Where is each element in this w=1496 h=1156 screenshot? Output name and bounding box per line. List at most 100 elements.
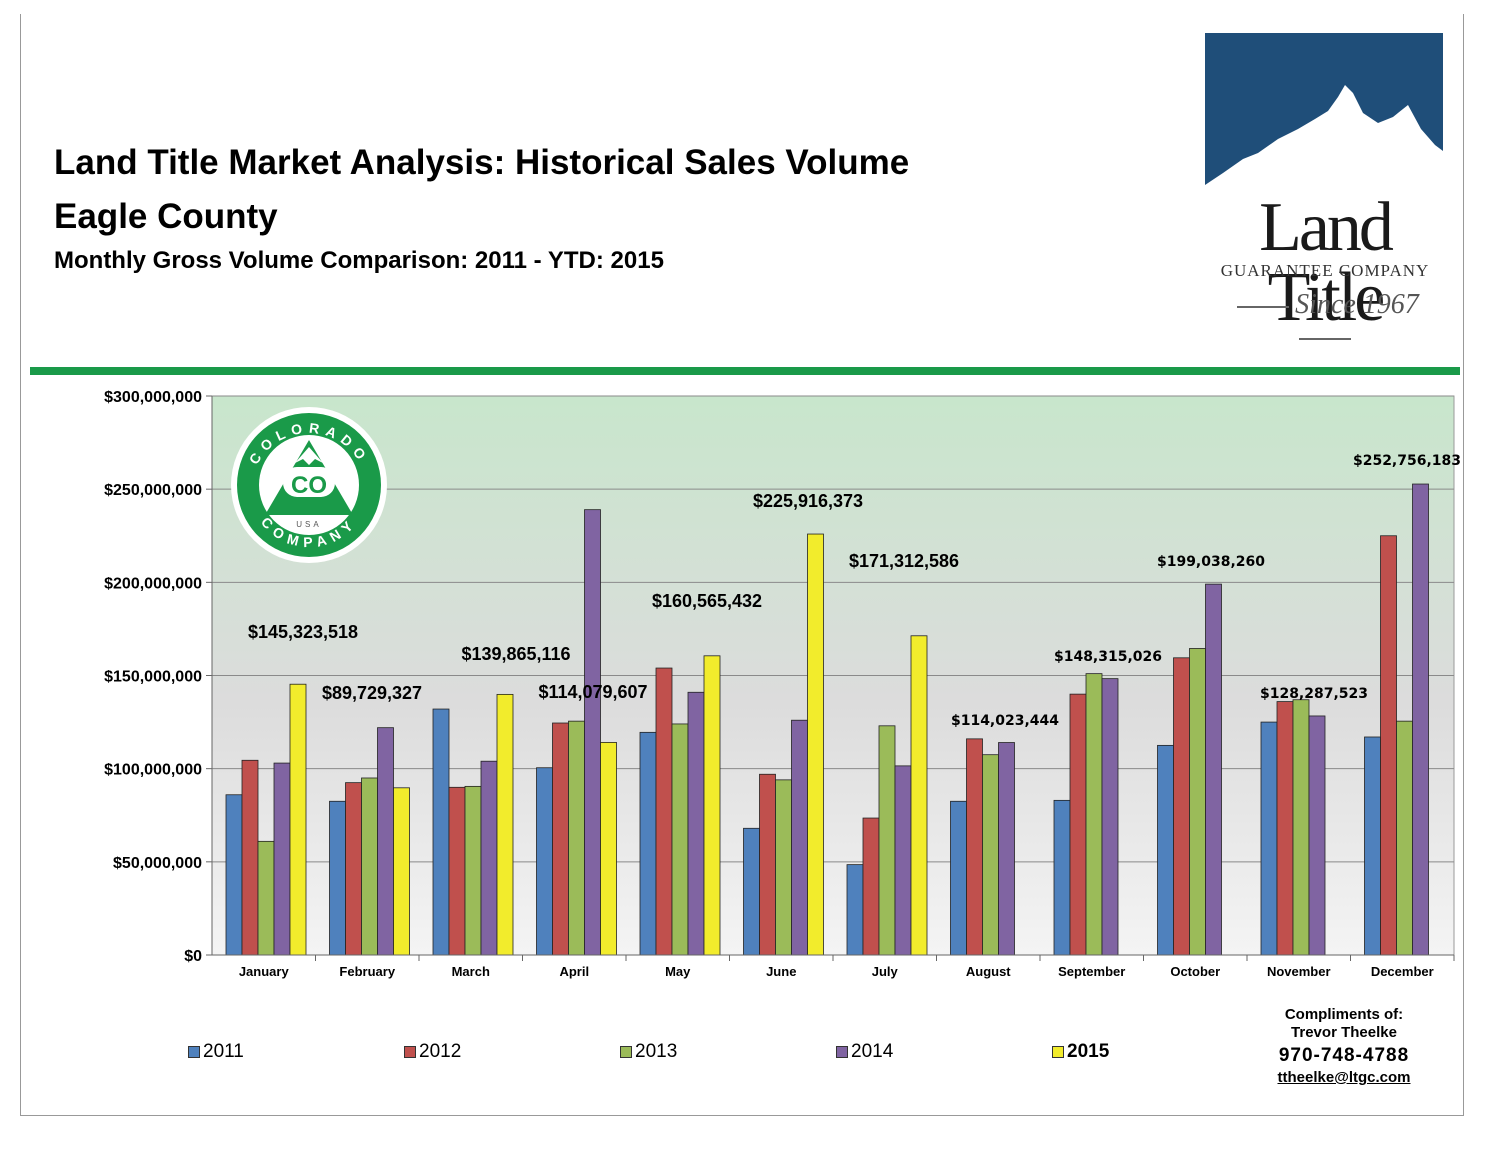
page-subtitle: Monthly Gross Volume Comparison: 2011 - … [54, 247, 664, 274]
bar-2013-january [257, 840, 275, 956]
y-tick-label: $300,000,000 [104, 389, 202, 406]
gridlines [212, 395, 1454, 863]
x-tick-label: August [966, 964, 1011, 979]
bar-2012-january [241, 759, 259, 956]
x-tick-label: October [1170, 964, 1220, 979]
bar-2011-june [743, 827, 760, 956]
legend-swatch-2013 [620, 1046, 632, 1058]
colorado-company-badge: CO USA COLORADO COMPANY [231, 407, 387, 563]
bar-2012-april [552, 722, 569, 956]
bar-2012-october [1173, 657, 1190, 956]
bar-2014-june [791, 719, 808, 956]
bar-2014-november [1308, 715, 1326, 956]
bar-2015-february [393, 787, 410, 956]
legend-item-2014: 2014 [836, 1041, 893, 1063]
bar-2011-december [1364, 736, 1381, 956]
y-tick-label: $200,000,000 [104, 575, 202, 592]
bar-2014-march [480, 760, 498, 956]
bar-2011-august [950, 800, 967, 956]
bar-2011-october [1157, 744, 1174, 956]
x-tick-label: March [452, 964, 490, 979]
legend-label-2015: 2015 [1067, 1041, 1110, 1062]
bar-2014-may [687, 691, 705, 956]
y-tick-label: $100,000,000 [104, 762, 202, 779]
x-tick-label: February [339, 964, 395, 979]
bar-2011-november [1260, 721, 1278, 956]
legend-swatch-2015 [1052, 1046, 1064, 1058]
compliments-phone: 970-748-4788 [1278, 1045, 1410, 1066]
bar-2013-april [568, 720, 585, 956]
bar-2013-march [464, 785, 482, 956]
bar-2012-june [759, 773, 776, 956]
bar-2012-august [966, 738, 983, 956]
bar-2014-february [377, 727, 394, 956]
legend-label-2014: 2014 [851, 1041, 894, 1062]
bar-2011-january [225, 794, 243, 956]
bar-2011-march [432, 708, 450, 956]
legend-item-2012: 2012 [404, 1041, 461, 1063]
data-label-january: $145,323,518 [248, 622, 358, 642]
x-tick-label: April [559, 964, 589, 979]
legend-swatch-2012 [404, 1046, 416, 1058]
mountain-logo-icon [1205, 33, 1443, 193]
data-label-march: $139,865,116 [461, 644, 570, 664]
bar-2012-may [655, 667, 673, 956]
data-label-july: $171,312,586 [849, 551, 959, 571]
bars [225, 483, 1429, 956]
bar-2012-february [345, 782, 362, 956]
bar-2015-april [600, 742, 617, 956]
x-tick-label: November [1267, 964, 1331, 979]
bar-2015-march [496, 693, 514, 956]
badge-center-text: CO [291, 472, 327, 499]
bar-2013-july [878, 725, 896, 956]
bar-2012-september [1069, 693, 1087, 956]
bar-2011-may [639, 731, 657, 956]
data-label-june: $225,916,373 [753, 491, 863, 511]
y-tick-label: $150,000,000 [104, 669, 202, 686]
badge-middle-text: USA [296, 520, 321, 529]
y-axis: $0 $50,000,000 $100,000,000 $150,000,000 $20… [104, 389, 213, 965]
bar-2014-august [998, 742, 1015, 956]
data-label-december: $252,756,183 [1353, 453, 1461, 469]
compliments-email[interactable]: ttheelke@ltgc.com [1277, 1069, 1411, 1086]
land-title-logo: Land Title GUARANTEE COMPANY Since 1967 [1203, 33, 1447, 333]
bar-2015-june [807, 533, 824, 956]
compliments-label: Compliments of: [1284, 1006, 1404, 1023]
bar-2011-july [846, 864, 864, 956]
green-divider [30, 367, 1460, 375]
bar-2011-september [1053, 799, 1071, 956]
bar-2012-march [448, 786, 466, 956]
y-tick-label: $250,000,000 [104, 482, 202, 499]
bar-2014-october [1205, 583, 1222, 956]
x-tick-label: January [239, 964, 290, 979]
legend-label-2011: 2011 [203, 1041, 244, 1062]
legend-swatch-2014 [836, 1046, 848, 1058]
data-label-september: $148,315,026 [1054, 649, 1162, 665]
x-tick-label: May [665, 964, 691, 979]
title-block: Land Title Market Analysis: Historical S… [54, 136, 909, 278]
bar-2014-september [1101, 678, 1119, 956]
bar-2014-april [584, 509, 601, 956]
data-label-october: $199,038,260 [1157, 554, 1265, 570]
legend-item-2013: 2013 [620, 1041, 677, 1063]
x-tick-label: September [1058, 964, 1125, 979]
page-title-county: Eagle County [54, 197, 278, 236]
compliments-name: Trevor Theelke [1291, 1024, 1397, 1041]
bar-2013-june [775, 779, 792, 956]
bar-2013-december [1396, 720, 1413, 956]
bar-2015-may [703, 655, 721, 956]
bar-2014-january [273, 762, 291, 956]
bar-2015-january [289, 683, 307, 956]
x-tick-label: June [766, 964, 796, 979]
data-label-august: $114,023,444 [951, 713, 1059, 729]
x-tick-label: December [1371, 964, 1434, 979]
chart-legend: 2011 2012 2013 2014 2015 [0, 1041, 1496, 1065]
bar-2013-may [671, 723, 689, 956]
bar-2012-november [1276, 701, 1294, 956]
logo-since: Since 1967 [1203, 289, 1447, 353]
legend-item-2015: 2015 [1052, 1041, 1109, 1063]
data-annotations: $145,323,518 $89,729,327 $139,865,116 $114,… [248, 453, 1461, 729]
y-tick-label: $0 [184, 948, 202, 965]
data-label-april: $114,079,607 [538, 682, 647, 702]
legend-swatch-2011 [188, 1046, 200, 1058]
